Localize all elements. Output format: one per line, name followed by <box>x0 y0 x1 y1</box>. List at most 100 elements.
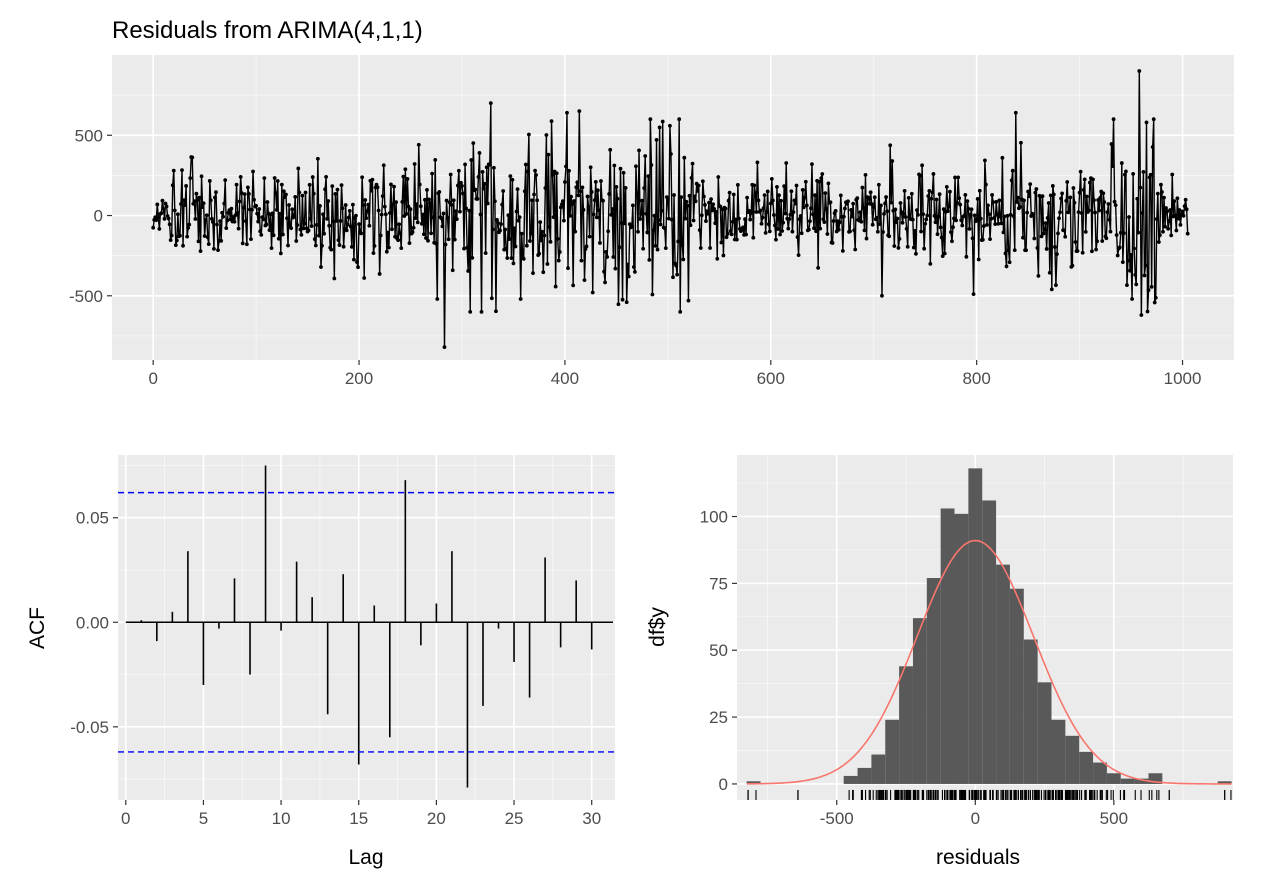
residual-point <box>311 191 316 196</box>
histogram-bar <box>1051 719 1066 784</box>
residual-point <box>533 168 537 173</box>
residual-point <box>1084 194 1089 199</box>
residual-point <box>688 223 693 228</box>
residual-point <box>1092 198 1096 203</box>
residual-point <box>466 269 471 273</box>
residual-point <box>937 192 942 197</box>
residual-point <box>810 162 814 167</box>
residual-point <box>362 276 367 280</box>
acf-x-tick-label: 5 <box>199 809 208 828</box>
residual-point <box>793 201 798 206</box>
residual-point <box>582 278 587 283</box>
residual-point <box>598 241 602 245</box>
residual-point <box>962 213 967 218</box>
residual-point <box>1047 270 1052 275</box>
residual-point <box>744 232 748 237</box>
residual-point <box>310 175 315 179</box>
residual-point <box>529 231 533 236</box>
residual-point <box>284 192 288 197</box>
residual-point <box>503 227 508 232</box>
residual-point <box>850 214 855 219</box>
residual-point <box>794 183 799 188</box>
residual-point <box>887 234 892 239</box>
residual-point <box>531 271 535 276</box>
histogram-y-tick-label: 75 <box>709 574 728 593</box>
residual-point <box>510 177 515 182</box>
residual-point <box>799 231 804 236</box>
residual-point <box>690 161 695 166</box>
residual-point <box>909 191 914 196</box>
residual-point <box>394 200 398 205</box>
residual-point <box>251 169 255 174</box>
residual-point <box>1067 208 1072 213</box>
residual-point <box>980 237 985 242</box>
residual-point <box>1131 171 1136 176</box>
residual-point <box>725 231 730 236</box>
residual-point <box>1143 263 1148 268</box>
residual-point <box>1065 180 1070 184</box>
residual-point <box>361 203 366 207</box>
residual-point <box>579 258 584 263</box>
residual-point <box>216 248 220 252</box>
residual-point <box>357 222 361 227</box>
residual-point <box>532 192 536 197</box>
residual-point <box>238 174 243 179</box>
residual-point <box>760 215 765 220</box>
residual-point <box>546 152 551 157</box>
residual-point <box>812 226 816 231</box>
histogram-x-tick-label: 500 <box>1100 809 1128 828</box>
residual-point <box>376 208 381 213</box>
residual-point <box>1118 230 1123 235</box>
residual-point <box>422 232 426 237</box>
residual-point <box>272 176 277 180</box>
residual-point <box>699 213 704 218</box>
residual-point <box>388 211 392 215</box>
residual-point <box>848 229 852 234</box>
series-y-tick-label: 500 <box>75 126 103 145</box>
residual-point <box>630 203 635 208</box>
residual-point <box>616 302 621 307</box>
residual-point <box>1108 229 1113 234</box>
residual-point <box>700 179 705 184</box>
residual-point <box>741 225 745 230</box>
residual-point <box>485 201 490 206</box>
residual-point <box>382 204 387 209</box>
histogram-bar <box>912 618 927 784</box>
residual-point <box>332 276 337 281</box>
residual-point <box>953 175 957 180</box>
residual-point <box>161 207 166 211</box>
residual-point <box>198 249 203 254</box>
residual-point <box>426 238 430 243</box>
residual-point <box>569 194 573 199</box>
residual-point <box>918 173 922 178</box>
residual-point <box>360 175 365 180</box>
residual-point <box>544 133 549 137</box>
residual-point <box>441 211 446 216</box>
residual-point <box>618 166 623 171</box>
residual-point <box>783 211 788 216</box>
residual-point <box>550 173 555 177</box>
residual-point <box>167 222 172 227</box>
residual-point <box>534 173 538 177</box>
residual-point <box>680 243 685 247</box>
residual-point <box>784 161 789 165</box>
residual-point <box>585 194 590 199</box>
residual-point <box>978 216 983 221</box>
residual-point <box>538 220 543 225</box>
residual-point <box>327 223 332 228</box>
residual-point <box>1161 229 1165 234</box>
residual-point <box>806 227 811 232</box>
residual-point <box>202 234 207 238</box>
residual-point <box>682 155 687 160</box>
residual-point <box>535 198 540 203</box>
residual-point <box>1132 246 1137 251</box>
residual-point <box>199 174 204 179</box>
residual-point <box>352 257 356 262</box>
residual-point <box>870 222 875 227</box>
residual-point <box>411 225 416 230</box>
residual-point <box>1106 202 1111 206</box>
residual-point <box>586 205 591 210</box>
residual-point <box>345 222 350 227</box>
residual-point <box>530 198 534 203</box>
residual-point <box>692 194 697 199</box>
